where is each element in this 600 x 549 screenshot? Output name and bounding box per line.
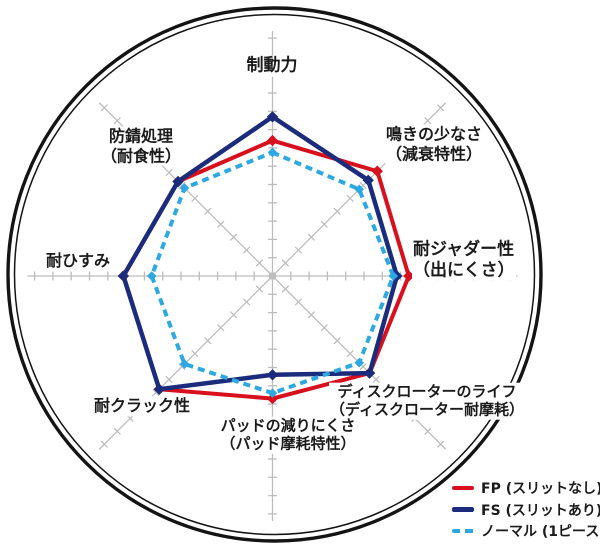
axis-tick [346, 349, 354, 358]
axis-tick [217, 324, 225, 332]
axis-tick [437, 104, 445, 112]
axis-label-distortion-resistance: 耐ひすみ [44, 251, 112, 271]
axis-label-braking-force: 制動力 [245, 55, 299, 77]
legend-item-fs: FS (スリットあり) [452, 502, 600, 519]
fs-line-swatch-icon [452, 507, 474, 512]
axis-tick [424, 117, 432, 125]
axis-tick [126, 414, 134, 422]
axis-label-rotor-life: ディスクローターのライフ （ディスクローター耐摩耗） [329, 382, 525, 420]
axis-tick [372, 375, 380, 384]
legend: FP (スリットなし) FS (スリットあり) ノーマル (1ピース) [452, 480, 600, 545]
axis-tick [100, 104, 108, 112]
axis-tick [204, 207, 212, 215]
axis-tick [242, 246, 251, 254]
legend-label-normal: ノーマル (1ピース) [481, 524, 600, 540]
axis-label-text: （出にくさ） [413, 260, 515, 280]
axis-tick [359, 181, 367, 190]
axis-tick [242, 298, 251, 306]
axis-tick [424, 427, 432, 435]
normal-dashed-swatch-icon [452, 528, 474, 534]
axis-tick [281, 285, 290, 293]
axis-tick [294, 246, 303, 254]
axis-label-text: 制動力 [246, 55, 298, 76]
axis-label-judder-resistance: 耐ジャダー性 （出にくさ） [412, 239, 516, 281]
axis-tick [320, 324, 328, 332]
axis-tick [307, 233, 315, 241]
vertex-marker [179, 359, 190, 369]
axis-tick [307, 311, 315, 319]
vertex-marker [371, 165, 383, 177]
axis-tick [165, 375, 173, 384]
vertex-marker [403, 270, 415, 282]
axis-tick [230, 311, 238, 319]
axis-tick [230, 233, 238, 241]
axis-label-text: 防錆処理 [108, 126, 174, 146]
axis-label-rust-proofing: 防錆処理 （耐食性） [99, 126, 183, 166]
axis-tick [320, 220, 328, 228]
vertex-marker [153, 383, 165, 395]
legend-label-fs: FS (スリットあり) [481, 502, 600, 519]
axis-label-text: 鳴きの少なさ [385, 124, 483, 144]
axis-label-text: 耐ジャダー性 [413, 239, 515, 260]
axis-label-text: パッドの減りにくさ [220, 416, 356, 435]
axis-label-text: （減衰特性） [385, 144, 483, 163]
vertex-marker [362, 174, 374, 186]
axis-tick [333, 207, 341, 215]
axis-tick [204, 337, 212, 345]
vertex-marker [267, 147, 278, 158]
legend-item-normal: ノーマル (1ピース) [452, 523, 600, 540]
axis-tick [178, 362, 186, 371]
axis-tick [113, 117, 121, 125]
rotor-outline-ring [6, 6, 543, 543]
axis-tick [437, 440, 445, 448]
vertex-marker [266, 369, 279, 381]
axis-label-text: ディスクローターのライフ [337, 382, 517, 401]
axis-label-text: 耐ひすみ [45, 251, 111, 271]
axis-tick [255, 285, 264, 293]
axis-tick [191, 349, 199, 358]
vertex-marker [363, 367, 376, 379]
vertex-marker [179, 183, 190, 193]
axis-label-text: （パッド摩耗特性） [220, 435, 356, 453]
axis-tick [113, 427, 121, 435]
axis-label-low-squeal: 鳴きの少なさ （減衰特性） [384, 124, 484, 164]
vertex-marker [266, 392, 279, 405]
legend-item-fp: FP (スリットなし) [452, 480, 600, 497]
grid-center-marker [269, 272, 276, 280]
axis-tick [346, 194, 354, 203]
axis-tick [178, 181, 186, 190]
axis-tick [333, 337, 341, 345]
axis-tick [100, 440, 108, 448]
axis-label-pad-wear: パッドの減りにくさ （パッド摩耗特性） [219, 416, 357, 454]
vertex-marker [266, 134, 279, 147]
axis-label-text: 耐クラック性 [93, 396, 191, 416]
axis-tick [217, 220, 225, 228]
axis-label-text: （耐食性） [100, 146, 182, 165]
axis-label-text: （ディスクローター耐摩耗） [330, 401, 524, 419]
legend-label-fp: FP (スリットなし) [481, 481, 600, 497]
axis-tick [165, 168, 173, 177]
axis-tick [191, 194, 199, 203]
axis-tick [359, 362, 367, 371]
vertex-marker [172, 175, 184, 188]
vertex-marker [146, 271, 157, 281]
axis-tick [255, 259, 264, 267]
axis-tick [152, 388, 160, 397]
fp-line-swatch-icon [452, 485, 474, 491]
axis-label-crack-resistance: 耐クラック性 [92, 396, 192, 416]
axis-tick [294, 298, 303, 306]
axis-tick [281, 259, 290, 267]
